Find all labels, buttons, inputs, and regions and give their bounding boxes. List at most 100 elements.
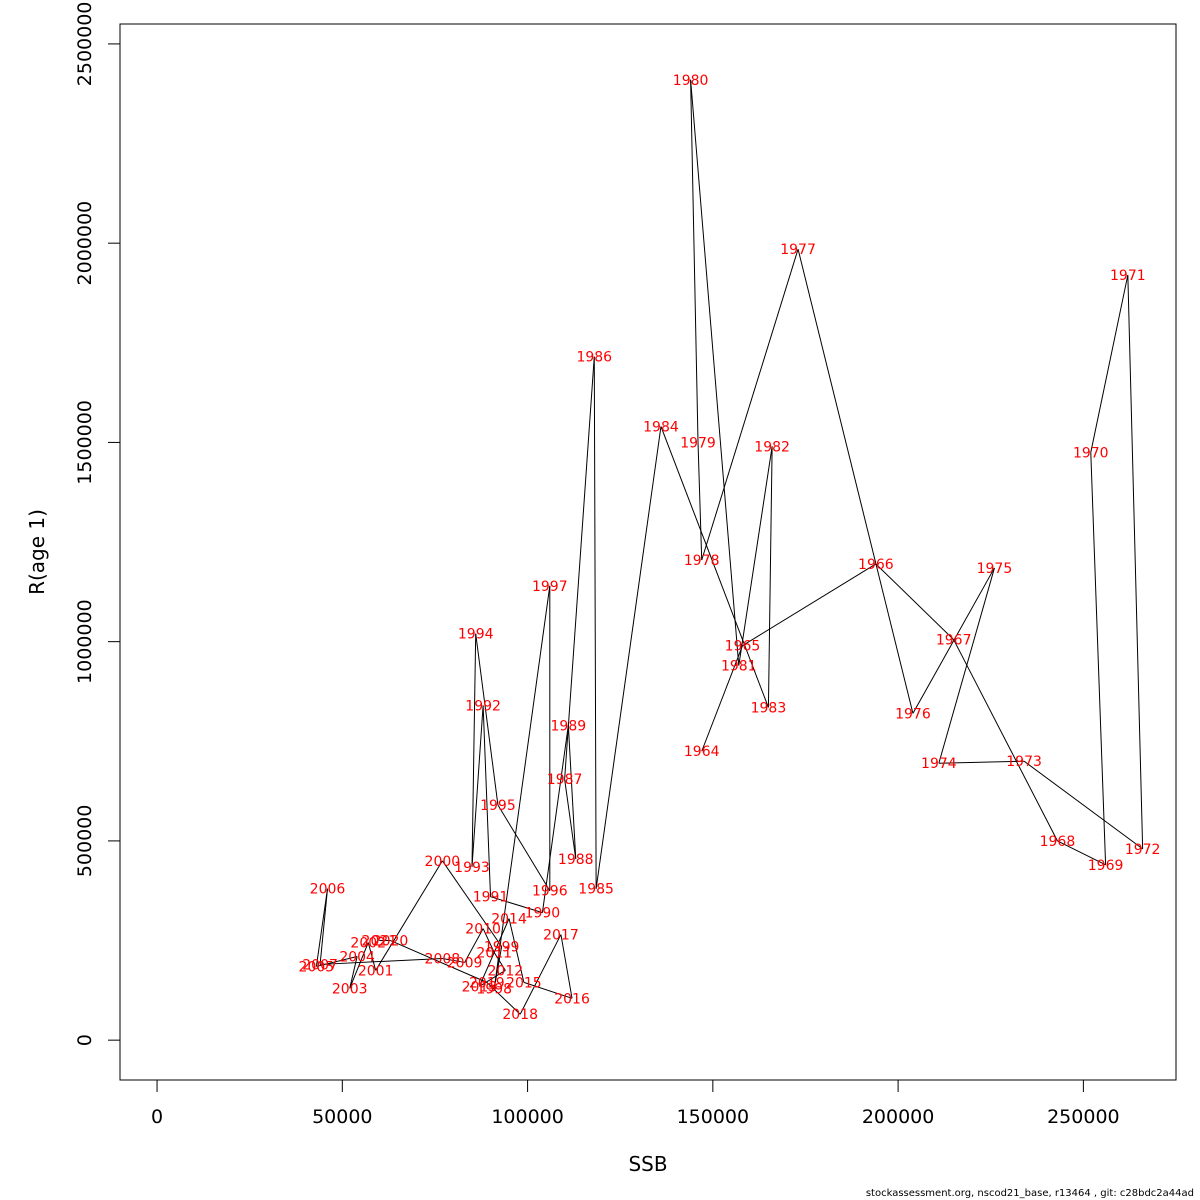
trajectory-segment-1976-1977 [797, 249, 914, 714]
trajectory-segment-1968-1969 [1057, 840, 1106, 866]
y-tick-label: 0 [74, 1034, 96, 1046]
year-label-2006: 2006 [310, 882, 346, 898]
year-label-2007: 2007 [302, 957, 338, 973]
trajectory-segment-2005-2006 [315, 888, 328, 967]
year-label-1972: 1972 [1125, 842, 1161, 858]
trajectory-segment-1995-1996 [497, 804, 551, 891]
year-labels: 1964 1965 1966 1967 1968 1969 1970 1971 1972 1973… [299, 73, 1161, 1023]
year-label-1986: 1986 [576, 350, 612, 366]
year-label-2005: 2005 [299, 959, 335, 975]
x-tick-label: 50000 [312, 1106, 372, 1128]
trajectory-segment-2017-2018 [519, 934, 562, 1015]
year-label-1985: 1985 [578, 882, 614, 898]
y-axis-title: R(age 1) [25, 509, 49, 595]
trajectory-segment-1978-1979 [697, 442, 703, 560]
year-label-2012: 2012 [488, 963, 524, 979]
y-tick-label: 1500000 [74, 400, 96, 485]
year-label-1993: 1993 [454, 860, 490, 876]
x-tick-label: 250000 [1047, 1106, 1120, 1128]
year-label-1981: 1981 [721, 659, 757, 675]
x-tick-label: 150000 [677, 1106, 750, 1128]
trajectory-segment-1998-1999 [493, 946, 503, 989]
year-label-1980: 1980 [673, 73, 709, 89]
trajectory-segment-1985-1986 [593, 356, 597, 889]
x-tick-label: 100000 [491, 1106, 564, 1128]
year-label-1982: 1982 [754, 439, 790, 455]
year-label-2001: 2001 [358, 963, 394, 979]
year-label-1991: 1991 [473, 890, 509, 906]
year-label-2015: 2015 [506, 975, 542, 991]
trajectory-segment-1969-1970 [1090, 452, 1107, 865]
trajectory-segment-1967-1968 [953, 639, 1058, 842]
trajectory-segment-1990-1991 [490, 896, 543, 914]
trajectory-segment-2016-2017 [560, 934, 573, 999]
year-label-2004: 2004 [339, 949, 375, 965]
year-label-2021: 2021 [362, 934, 398, 950]
x-tick-label: 200000 [862, 1106, 935, 1128]
trajectory-segment-1977-1978 [701, 248, 799, 561]
year-label-2014: 2014 [491, 912, 527, 928]
x-tick-label: 0 [151, 1106, 163, 1128]
year-label-1979: 1979 [680, 435, 716, 451]
trajectory-segment-2013-2014 [478, 918, 510, 987]
year-label-2008: 2008 [425, 951, 461, 967]
year-label-1995: 1995 [480, 798, 516, 814]
trajectory-segment-1974-1975 [938, 567, 995, 764]
trajectory-segment-1966-1967 [875, 563, 955, 641]
trajectory-segment-1970-1971 [1090, 274, 1129, 453]
trajectory-segment-1992-1993 [471, 705, 484, 867]
x-axis-title: SSB [628, 1152, 667, 1176]
year-label-2017: 2017 [543, 928, 579, 944]
year-label-1984: 1984 [643, 419, 679, 435]
year-label-2018: 2018 [502, 1007, 538, 1023]
trajectory-segment-2014-2015 [508, 918, 525, 983]
year-label-1971: 1971 [1110, 268, 1146, 284]
trajectory-segment-2008-2009 [442, 957, 465, 963]
year-label-1987: 1987 [547, 772, 583, 788]
year-label-2000: 2000 [425, 854, 461, 870]
footer-credit: stockassessment.org, nscod21_base, r1346… [865, 1188, 1194, 1199]
year-label-2003: 2003 [332, 981, 368, 997]
trajectory-segment-1975-1976 [912, 567, 995, 714]
year-label-1989: 1989 [551, 718, 587, 734]
trajectory-segment-2001-2002 [367, 942, 377, 971]
trajectory-segment-2002-2003 [349, 942, 369, 989]
year-label-1990: 1990 [525, 906, 561, 922]
trajectory-segment-1983-1984 [660, 426, 769, 708]
year-label-1968: 1968 [1040, 834, 1076, 850]
trajectory-segment-1972-1973 [1023, 760, 1143, 850]
trajectory-segment-1981-1982 [738, 446, 773, 666]
year-label-1997: 1997 [532, 579, 568, 595]
trajectory-segment-2018-2019 [486, 982, 521, 1015]
trajectory-segment-1965-1966 [742, 563, 877, 647]
trajectory-segment-1986-1987 [564, 356, 595, 780]
year-label-1988: 1988 [558, 852, 594, 868]
trajectory-segment-1973-1974 [938, 760, 1025, 764]
year-label-2009: 2009 [447, 955, 483, 971]
trajectory-segment-2010-2011 [482, 928, 495, 953]
trajectory-segment-1964-1965 [701, 645, 743, 752]
year-label-1983: 1983 [751, 700, 787, 716]
year-label-2013: 2013 [462, 979, 498, 995]
y-tick-label: 1000000 [74, 599, 96, 684]
year-label-1977: 1977 [780, 242, 816, 258]
trajectory-segment-2015-2016 [523, 981, 573, 999]
trajectory-segment-1980-1981 [690, 79, 740, 666]
year-label-1969: 1969 [1088, 858, 1124, 874]
year-label-2010: 2010 [465, 922, 501, 938]
trajectory-segment-2011-2012 [493, 952, 506, 971]
y-axis: 0 500000 1000000 1500000 2000000 2500000 [74, 2, 121, 1046]
trajectory-lines [315, 79, 1144, 1015]
year-label-1978: 1978 [684, 553, 720, 569]
trajectory-segment-2003-2004 [349, 956, 358, 989]
year-label-2019: 2019 [469, 975, 505, 991]
year-label-1974: 1974 [921, 756, 957, 772]
trajectory-segment-2007-2008 [320, 957, 443, 965]
year-label-1973: 1973 [1006, 754, 1042, 770]
trajectory-segment-2009-2010 [464, 928, 484, 963]
trajectory-segment-2012-2013 [479, 969, 506, 987]
trajectory-segment-1997-1998 [493, 585, 551, 989]
trajectory-segment-1982-1983 [767, 446, 773, 708]
y-tick-label: 2500000 [74, 2, 96, 87]
